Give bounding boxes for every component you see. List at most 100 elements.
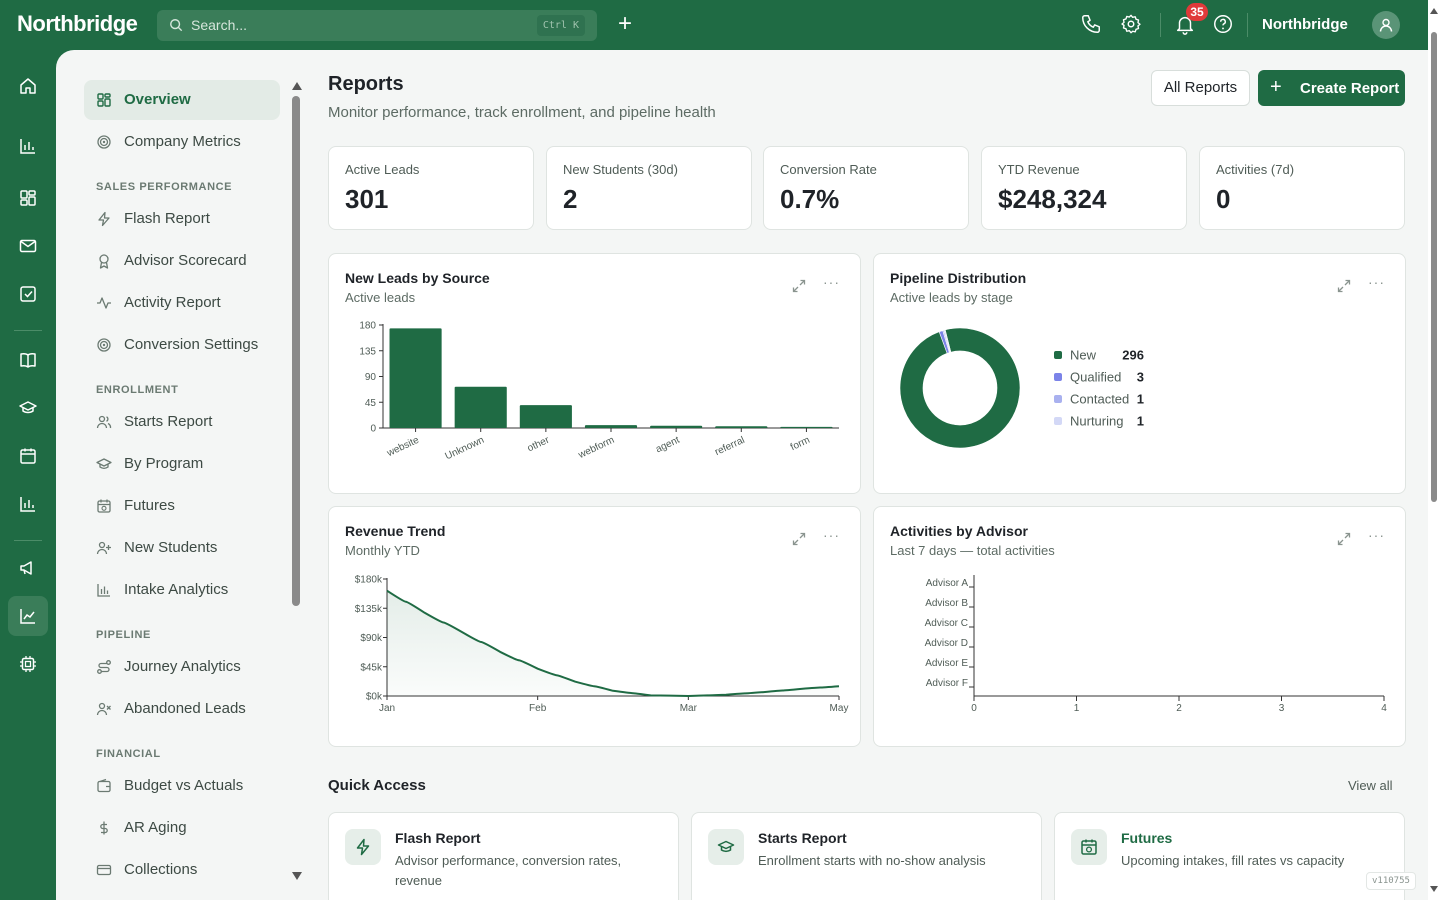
page-scrollbar[interactable] [1428,0,1440,900]
bar [454,386,507,428]
rail-analytics[interactable] [8,126,48,166]
more-icon[interactable]: ··· [823,274,840,290]
phone-icon[interactable] [1080,13,1102,35]
rail-home[interactable] [8,66,48,106]
nav-item-label: Advisor Scorecard [124,252,247,269]
scroll-up-icon[interactable] [292,82,302,90]
nav-item-new-students[interactable]: New Students [84,528,280,568]
expand-icon[interactable] [1337,532,1351,546]
more-icon[interactable]: ··· [1368,527,1385,543]
x-tick-label: 2 [1176,703,1182,714]
org-name[interactable]: Northbridge [1262,16,1348,33]
bar [780,426,833,428]
legend-label: Contacted [1070,392,1129,407]
nav-item-abandoned-leads[interactable]: Abandoned Leads [84,689,280,729]
scroll-thumb[interactable] [292,96,300,606]
expand-icon[interactable] [1337,279,1351,293]
nav-item-overview[interactable]: Overview [84,80,280,120]
calendar-clock-icon [97,499,111,513]
scroll-down-icon[interactable] [292,872,302,880]
avatar[interactable] [1372,11,1400,39]
nav-item-journey-analytics[interactable]: Journey Analytics [84,647,280,687]
nav-item-budget-vs-actuals[interactable]: Budget vs Actuals [84,766,280,806]
x-tick-label: Jan [379,703,395,714]
nav-item-futures[interactable]: Futures [84,486,280,526]
search-bar[interactable]: Search... Ctrl K [157,10,597,41]
y-tick-label: $45k [360,662,383,673]
rail-campaigns[interactable] [8,548,48,588]
nav-item-starts-report[interactable]: Starts Report [84,402,280,442]
quick-access-starts-report[interactable]: Starts Report Enrollment starts with no-… [691,812,1042,900]
legend-swatch [1054,417,1062,425]
scroll-thumb[interactable] [1431,32,1437,502]
view-all-link[interactable]: View all [1348,778,1393,793]
nav-item-advisor-scorecard[interactable]: Advisor Scorecard [84,241,280,281]
quick-access-futures[interactable]: Futures Upcoming intakes, fill rates vs … [1054,812,1405,900]
create-report-button[interactable]: + Create Report [1258,70,1405,106]
rail-dashboard[interactable] [8,178,48,218]
legend-swatch [1054,395,1062,403]
help-icon[interactable] [1212,13,1234,35]
rail-mail[interactable] [8,226,48,266]
brand-logo[interactable]: Northbridge [17,11,138,36]
nav-item-label: Journey Analytics [124,658,241,675]
y-tick-label: 0 [370,424,376,435]
rail-students[interactable] [8,388,48,428]
rail-calendar[interactable] [8,436,48,476]
nav-item-ar-aging[interactable]: AR Aging [84,808,280,848]
quick-access-name: Starts Report [758,830,847,846]
expand-icon[interactable] [792,279,806,293]
legend-label: New [1070,348,1097,363]
grid-icon [20,190,36,206]
bolt-icon [345,829,381,865]
gear-icon[interactable] [1120,13,1142,35]
series-line [386,589,840,698]
card-title: Pipeline Distribution [890,270,1027,286]
stat-card-conversion-rate: Conversion Rate 0.7% [763,146,969,230]
page-subtitle: Monitor performance, track enrollment, a… [328,104,716,121]
nav-section-title: ENROLLMENT [96,384,179,396]
more-icon[interactable]: ··· [1368,274,1385,290]
x-tick-label: 0 [971,703,977,714]
nav-item-label: New Students [124,539,218,556]
search-input[interactable]: Search... [191,17,248,33]
add-icon[interactable]: + [617,10,632,37]
stat-value: 0.7% [780,184,840,214]
rail-stats[interactable] [8,484,48,524]
y-tick-label: 90 [365,372,377,383]
rail-reports[interactable] [8,596,48,636]
all-reports-button[interactable]: All Reports [1151,70,1250,106]
rail-tasks[interactable] [8,274,48,314]
chart-card-leads-by-source: New Leads by Source Active leads ··· 0 45… [328,253,861,494]
x-tick-label: other [526,434,552,454]
y-tick-label: Advisor E [925,658,968,669]
scroll-down-icon[interactable] [1430,886,1438,892]
quick-access-flash-report[interactable]: Flash Report Advisor performance, conver… [328,812,679,900]
expand-icon[interactable] [792,532,806,546]
x-tick-label: webform [576,435,616,462]
rail-divider [14,540,42,541]
nav-item-intake-analytics[interactable]: Intake Analytics [84,570,280,610]
legend-swatch [1054,373,1062,381]
nav-item-by-program[interactable]: By Program [84,444,280,484]
nav-scrollbar[interactable] [292,82,302,882]
nav-item-activity-report[interactable]: Activity Report [84,283,280,323]
nav-item-conversion-settings[interactable]: Conversion Settings [84,325,280,365]
scroll-up-icon[interactable] [1430,8,1438,14]
nav-item-flash-report[interactable]: Flash Report [84,199,280,239]
stat-card-active-leads: Active Leads 301 [328,146,534,230]
y-tick-label: 135 [359,346,376,357]
stat-value: $248,324 [998,184,1107,214]
x-tick-label: 4 [1381,703,1387,714]
quick-access-desc: Enrollment starts with no-show analysis [758,853,986,868]
rail-integrations[interactable] [8,644,48,684]
nav-item-collections[interactable]: Collections [84,850,280,890]
nav-section-title: SALES PERFORMANCE [96,181,233,193]
quick-access-name: Futures [1121,830,1173,846]
rail-library[interactable] [8,340,48,380]
more-icon[interactable]: ··· [823,527,840,543]
x-tick-label: 3 [1279,703,1285,714]
nav-section-title: PIPELINE [96,629,151,641]
topbar-divider [1247,13,1248,37]
nav-item-company-metrics[interactable]: Company Metrics [84,122,280,162]
